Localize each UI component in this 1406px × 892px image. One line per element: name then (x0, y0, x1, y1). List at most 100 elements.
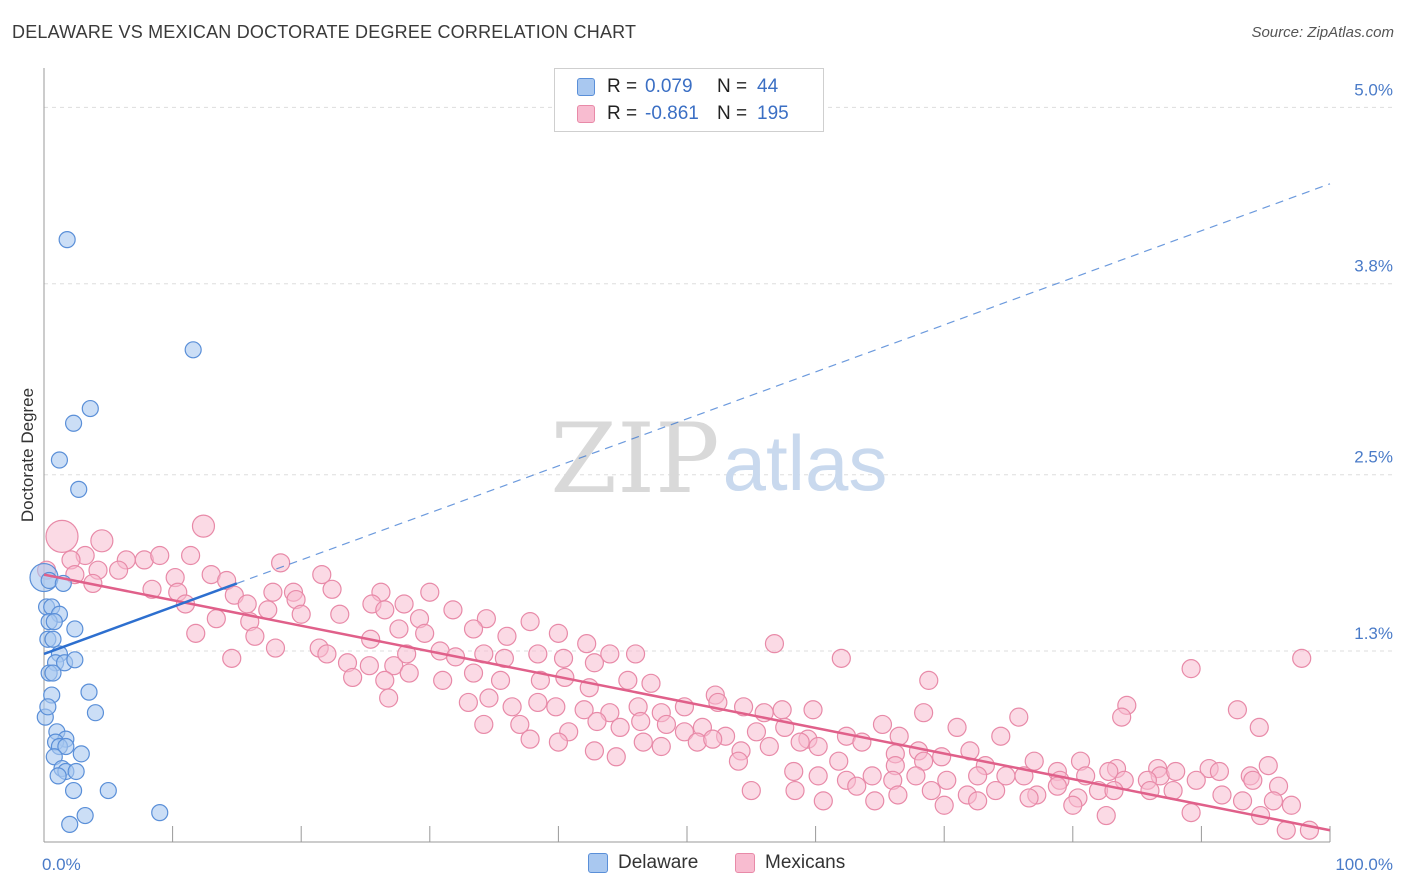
mexicans-point (1096, 805, 1116, 826)
mexicans-point (415, 623, 435, 643)
mexicans-trend-line (43, 573, 1331, 832)
mexicans-point (741, 780, 761, 801)
mexicans-point (574, 700, 594, 720)
mexicans-point (610, 717, 630, 738)
mexicans-point (1249, 717, 1269, 738)
mexicans-point (546, 697, 566, 717)
mexicans-point (759, 736, 779, 757)
y-tick-label: 5.0% (1354, 80, 1393, 99)
mexicans-point (641, 673, 661, 693)
mexicans-point (1212, 785, 1232, 805)
chart-source: Source: ZipAtlas.com (1251, 24, 1394, 41)
mexicans-point (142, 579, 162, 599)
delaware-point (70, 480, 88, 498)
y-axis-label: Doctorate Degree (18, 388, 37, 522)
legend-n-label: N = (717, 76, 748, 97)
trend-lines (43, 183, 1331, 832)
delaware-swatch (588, 853, 608, 873)
mexicans-point (397, 644, 417, 664)
mexicans-point (1263, 791, 1284, 811)
delaware-point (76, 806, 94, 825)
mexicans-point (1063, 795, 1083, 815)
mexicans-point (474, 714, 494, 735)
chart-title: DELAWARE VS MEXICAN DOCTORATE DEGREE COR… (12, 22, 637, 42)
delaware-point (39, 698, 57, 716)
watermark-atlas: atlas (723, 419, 888, 507)
delaware-point (67, 762, 85, 781)
mexicans-point (847, 776, 867, 796)
mexicans-point (947, 717, 967, 738)
mexicans-point (245, 626, 265, 646)
y-tick-label: 1.3% (1354, 624, 1393, 643)
mexicans-point (1166, 761, 1186, 782)
mexicans-point (528, 692, 548, 713)
series-delaware (29, 231, 202, 833)
mexicans-point (1281, 795, 1302, 815)
legend-r-label: R = (607, 76, 638, 97)
mexicans-point (548, 623, 569, 643)
mexicans-point (375, 600, 395, 620)
mexicans-point (1227, 700, 1248, 720)
mexicans-point (379, 688, 399, 708)
legend-n-value: 195 (757, 103, 789, 124)
mexicans-point (312, 564, 332, 585)
mexicans-point (1104, 780, 1124, 801)
delaware-point (86, 704, 105, 722)
mexicans-point (548, 732, 569, 752)
mexicans-point (463, 619, 484, 639)
mexicans-point (108, 560, 129, 580)
mexicans-point (1186, 770, 1206, 790)
stats-legend: R = 0.079 N = 44 R = -0.861 N = 195 (554, 68, 824, 132)
mexicans-point (808, 766, 828, 786)
mexicans-point (206, 609, 226, 629)
mexicans-point (359, 656, 379, 676)
mexicans-point (934, 795, 954, 815)
mexicans-point (587, 711, 607, 732)
delaware-point (50, 451, 69, 469)
delaware-point (61, 815, 79, 833)
x-tick-label: 100.0% (1335, 855, 1393, 874)
mexicans-point (384, 656, 404, 676)
legend-item-mexicans[interactable]: Mexicans (735, 852, 845, 874)
mexicans-point (1292, 648, 1312, 668)
mexicans-point (772, 700, 792, 720)
mexicans-point (394, 594, 414, 614)
delaware-point (45, 613, 63, 631)
mexicans-point (1258, 755, 1278, 776)
mexicans-point (1209, 761, 1230, 782)
mexicans-point (490, 670, 511, 690)
delaware-point (58, 231, 76, 249)
y-tick-label: 2.5% (1354, 448, 1393, 467)
delaware-point (99, 781, 117, 800)
mexicans-point (813, 791, 833, 811)
mexicans-point (476, 609, 496, 629)
mexicans-point (181, 545, 201, 566)
mexicans-point (577, 634, 597, 654)
mexicans-point (968, 766, 988, 786)
series-legend: Delaware Mexicans (0, 852, 1406, 878)
mexicans-point (389, 619, 409, 639)
legend-item-delaware[interactable]: Delaware (588, 852, 698, 874)
watermark-zip: ZIP (550, 403, 719, 515)
mexicans-point (45, 519, 79, 554)
delaware-point (151, 804, 169, 822)
mexicans-point (1181, 803, 1201, 823)
delaware-point (44, 630, 62, 648)
legend-mexicans-label: Mexicans (765, 852, 846, 873)
mexicans-point (150, 545, 170, 566)
mexicans-point (829, 751, 849, 771)
mexicans-point (258, 600, 278, 620)
mexicans-point (317, 644, 337, 664)
mexicans-point (330, 604, 350, 624)
mexicans-point (90, 529, 114, 553)
delaware-trend-line (43, 582, 238, 656)
mexicans-point (530, 670, 550, 690)
mexicans-point (237, 594, 257, 614)
mexicans-point (991, 726, 1011, 746)
mexicans-point (343, 667, 363, 688)
mexicans-point (1047, 776, 1067, 796)
mexicans-point (606, 747, 626, 767)
mexicans-point (263, 582, 283, 602)
mexicans-point (986, 780, 1006, 801)
